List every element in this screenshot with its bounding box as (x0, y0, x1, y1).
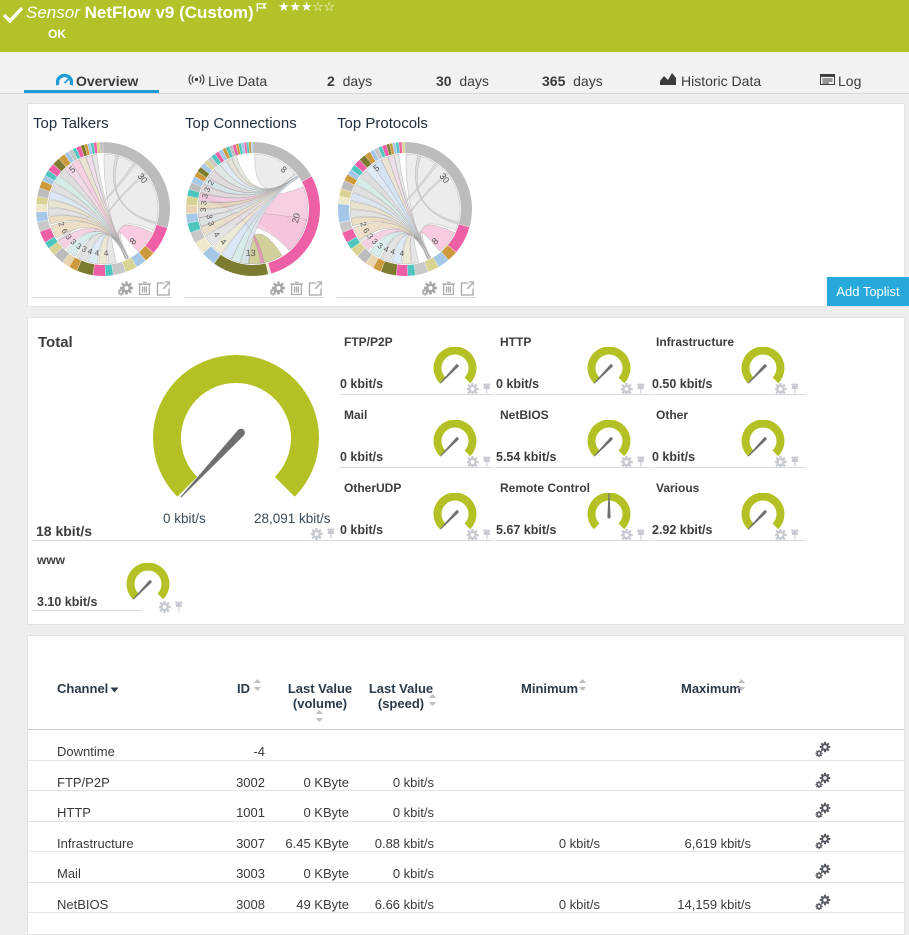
svg-text:2: 2 (206, 178, 216, 187)
svg-text:4: 4 (104, 249, 110, 258)
svg-text:5: 5 (371, 163, 381, 174)
svg-text:4: 4 (389, 247, 396, 257)
svg-text:4: 4 (399, 249, 405, 258)
svg-text:4: 4 (219, 237, 229, 247)
svg-text:3: 3 (199, 200, 209, 206)
svg-text:8: 8 (279, 164, 289, 175)
svg-text:3: 3 (200, 192, 210, 199)
svg-text:30: 30 (437, 171, 451, 185)
svg-text:4: 4 (382, 244, 390, 254)
svg-text:2: 2 (56, 221, 66, 229)
svg-text:6: 6 (59, 227, 69, 236)
svg-text:3: 3 (202, 185, 212, 193)
svg-text:4: 4 (87, 247, 94, 257)
svg-text:8: 8 (430, 236, 440, 247)
svg-text:3: 3 (199, 207, 208, 212)
svg-text:3: 3 (69, 237, 79, 247)
svg-text:3: 3 (365, 232, 375, 241)
svg-text:3: 3 (370, 237, 380, 247)
svg-text:30: 30 (135, 171, 149, 185)
svg-text:8: 8 (128, 236, 138, 247)
svg-text:6: 6 (361, 226, 371, 235)
svg-text:3: 3 (74, 241, 83, 251)
svg-text:3: 3 (64, 232, 74, 242)
svg-text:13: 13 (245, 248, 256, 259)
svg-text:3: 3 (206, 220, 216, 228)
svg-text:2: 2 (358, 221, 368, 229)
svg-text:3: 3 (80, 244, 88, 254)
svg-text:3: 3 (204, 214, 214, 220)
svg-text:5: 5 (67, 164, 77, 175)
svg-text:3: 3 (376, 241, 385, 251)
svg-text:20: 20 (290, 212, 302, 224)
svg-text:4: 4 (94, 248, 100, 258)
svg-text:4: 4 (212, 230, 222, 239)
